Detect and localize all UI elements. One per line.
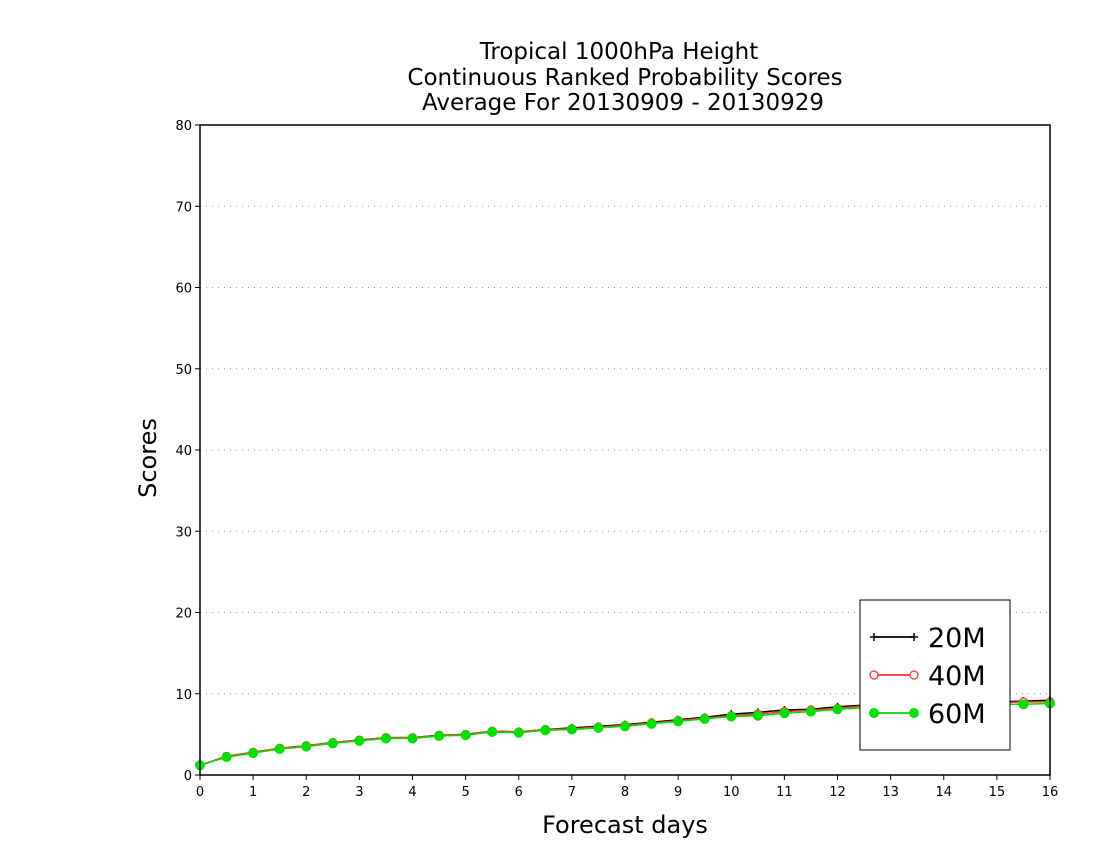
y-tick-label: 70: [175, 200, 192, 215]
x-tick-label: 2: [302, 785, 310, 800]
data-point-60M: [593, 722, 604, 733]
data-point-60M: [726, 711, 737, 722]
y-tick-label: 20: [175, 607, 192, 622]
x-tick-label: 10: [723, 785, 740, 800]
legend-marker: [910, 633, 918, 641]
x-tick-label: 12: [829, 785, 846, 800]
y-tick-label: 60: [175, 282, 192, 297]
legend-item-60M: 60M: [869, 699, 986, 730]
data-point-60M: [566, 724, 577, 735]
y-tick-label: 10: [175, 688, 192, 703]
chart-title-line-2: Continuous Ranked Probability Scores: [407, 65, 842, 91]
x-tick-label: 5: [461, 785, 469, 800]
y-tick-label: 30: [175, 525, 192, 540]
chart-title-line-3: Average For 20130909 - 20130929: [422, 90, 824, 116]
data-point-60M: [752, 710, 763, 721]
data-point-60M: [779, 708, 790, 719]
legend-label: 40M: [928, 661, 986, 692]
legend-label: 60M: [928, 699, 986, 730]
x-tick-label: 6: [515, 785, 523, 800]
legend-marker: [869, 708, 879, 718]
data-point-60M: [513, 727, 524, 738]
legend-marker: [869, 670, 879, 680]
x-tick-label: 16: [1042, 785, 1059, 800]
x-tick-label: 13: [882, 785, 899, 800]
legend: 20M 40M 60M: [859, 599, 1011, 751]
x-tick-label: 11: [776, 785, 793, 800]
data-point-60M: [646, 718, 657, 729]
y-tick-label: 0: [184, 769, 192, 784]
x-tick-label: 8: [621, 785, 629, 800]
data-point-60M: [327, 738, 338, 749]
data-point-60M: [832, 704, 843, 715]
data-point-60M: [540, 725, 551, 736]
x-tick-label: 1: [249, 785, 257, 800]
data-point-60M: [673, 716, 684, 727]
data-point-60M: [248, 748, 259, 759]
data-point-60M: [434, 731, 445, 741]
legend-marker: [909, 670, 919, 680]
data-point-60M: [1018, 699, 1029, 710]
legend-item-40M: 40M: [869, 661, 986, 692]
x-tick-label: 9: [674, 785, 682, 800]
data-point-60M: [274, 744, 285, 754]
x-tick-label: 4: [408, 785, 416, 800]
data-point-60M: [620, 721, 630, 732]
data-point-60M: [805, 706, 816, 717]
y-axis-label: Scores: [134, 418, 162, 498]
plot-frame: [199, 124, 1051, 776]
data-point-60M: [221, 752, 232, 763]
data-point-60M: [487, 726, 498, 737]
y-tick-label: 50: [175, 363, 192, 378]
x-tick-label: 0: [196, 785, 204, 800]
x-tick-label: 7: [568, 785, 576, 800]
x-tick-label: 15: [989, 785, 1006, 800]
legend-item-20M: 20M: [870, 623, 986, 654]
y-tick-label: 40: [175, 444, 192, 459]
legend-marker: [909, 708, 919, 718]
y-tick-label: 80: [175, 119, 192, 134]
legend-label: 20M: [928, 623, 986, 654]
data-point-60M: [301, 741, 312, 752]
data-point-60M: [407, 733, 418, 744]
x-tick-label: 3: [355, 785, 363, 800]
data-point-60M: [699, 713, 710, 724]
data-point-60M: [354, 735, 365, 746]
x-axis-label: Forecast days: [542, 811, 708, 839]
x-tick-label: 14: [935, 785, 952, 800]
legend-marker: [870, 633, 878, 641]
data-point-60M: [380, 733, 391, 744]
data-point-60M: [460, 730, 471, 741]
chart-title-line-1: Tropical 1000hPa Height: [479, 39, 759, 65]
